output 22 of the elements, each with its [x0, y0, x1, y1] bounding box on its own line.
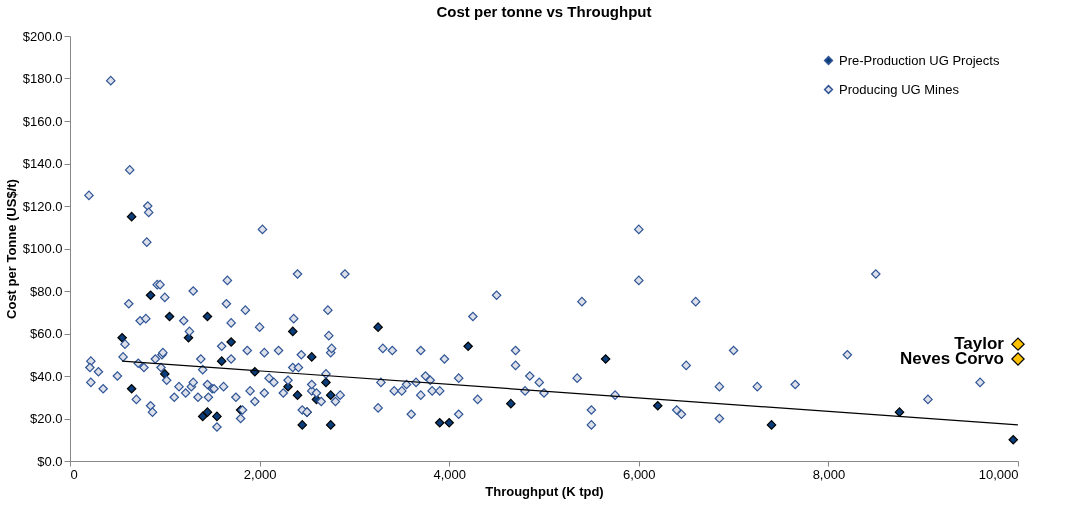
y-tick-label: $40.0	[29, 368, 63, 384]
y-tick-label: $200.0	[22, 28, 63, 44]
x-tick-label: 0	[70, 466, 78, 482]
y-tick-label: $100.0	[22, 241, 63, 256]
chart-title: Cost per tonne vs Throughput	[436, 3, 652, 20]
y-tick-label: $0.0	[37, 453, 63, 469]
y-tick-label: $20.0	[29, 411, 63, 426]
legend-label: Pre-Production UG Projects	[839, 52, 1000, 68]
x-tick-label: 6,000	[623, 466, 656, 482]
y-tick-label: $160.0	[22, 113, 63, 129]
y-axis-title: Cost per Tonne (US$/t)	[3, 179, 19, 319]
x-tick-label: 2,000	[243, 466, 277, 482]
x-tick-label: 10,000	[978, 466, 1019, 482]
y-tick-label: $180.0	[22, 71, 63, 86]
y-tick-label: $80.0	[29, 283, 63, 299]
y-tick-label: $140.0	[22, 156, 63, 171]
x-axis-title: Throughput (K tpd)	[485, 483, 604, 499]
x-tick-label: 4,000	[433, 466, 466, 482]
x-tick-label: 8,000	[812, 466, 846, 482]
legend-label: Producing UG Mines	[839, 81, 960, 97]
y-tick-label: $120.0	[22, 198, 63, 214]
y-tick-label: $60.0	[29, 326, 63, 341]
